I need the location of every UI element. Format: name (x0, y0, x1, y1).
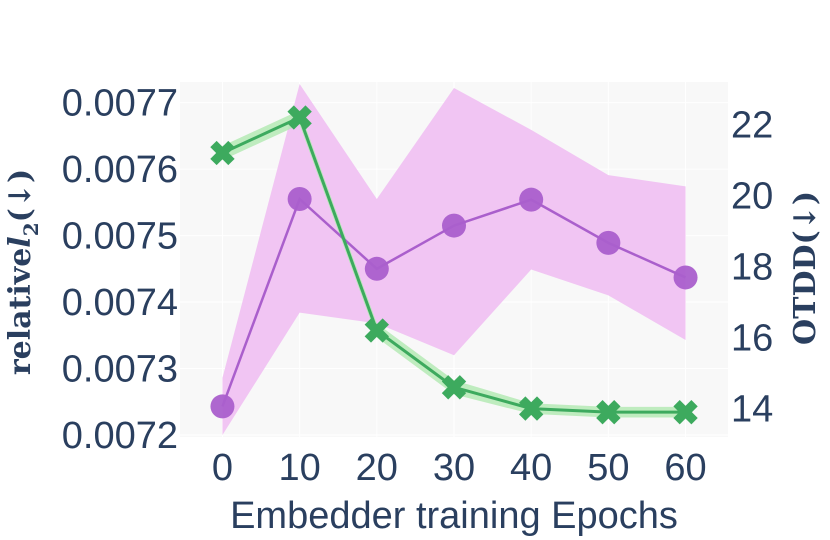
confidence-band-left (222, 83, 686, 436)
y-right-tick-label: 20 (731, 176, 773, 218)
confidence-bands (222, 83, 686, 436)
data-point-x (519, 396, 544, 421)
y-right-tick-label: 16 (731, 318, 773, 360)
x-tick-label: 60 (664, 447, 706, 489)
data-point-circle (596, 230, 621, 255)
data-point-circle (210, 394, 235, 419)
y-axis-right-title: OTDD(↓) (788, 191, 823, 345)
y-axis-left-ticks: 0.0072 0.0073 0.0074 0.0075 0.0076 0.0077 (62, 83, 178, 457)
y-right-tick-label: 14 (731, 389, 773, 431)
y-left-tick-label: 0.0074 (62, 282, 178, 324)
data-point-x (596, 399, 621, 425)
y-left-tick-label: 0.0075 (62, 216, 178, 258)
data-point-x (673, 399, 698, 425)
x-tick-label: 30 (433, 447, 475, 489)
x-tick-label: 20 (356, 447, 398, 489)
y-axis-left-title-symbol: l (3, 236, 38, 247)
data-point-circle (673, 265, 698, 290)
y-left-tick-label: 0.0076 (62, 149, 178, 191)
data-point-circle (442, 213, 466, 238)
y-right-tick-label: 18 (731, 247, 773, 289)
x-tick-label: 40 (510, 447, 552, 489)
x-tick-label: 50 (587, 447, 629, 489)
y-right-tick-label: 22 (731, 105, 773, 147)
y-axis-left-title: relativel2(↓) (3, 169, 43, 375)
y-axis-right-ticks: 14 16 18 20 22 (731, 105, 773, 431)
data-point-x (364, 318, 389, 343)
y-axis-left-title-suffix: (↓) (3, 169, 38, 223)
data-point-x (287, 105, 312, 130)
y-axis-left-title-subscript: 2 (19, 222, 43, 236)
data-point-circle (287, 187, 312, 212)
y-left-tick-label: 0.0072 (62, 415, 178, 457)
data-point-circle (519, 187, 544, 212)
series-markers (210, 105, 698, 425)
data-point-x (441, 375, 467, 400)
x-tick-label: 0 (212, 447, 233, 489)
x-axis-title: Embedder training Epochs (230, 495, 678, 537)
x-axis-ticks: 0 10 20 30 40 50 60 (212, 447, 707, 489)
data-point-circle (364, 256, 389, 281)
x-tick-label: 10 (278, 447, 320, 489)
y-left-tick-label: 0.0077 (62, 83, 178, 125)
y-axis-left-title-word: relative (3, 248, 38, 376)
data-point-x (210, 140, 235, 166)
y-left-tick-label: 0.0073 (62, 349, 178, 391)
